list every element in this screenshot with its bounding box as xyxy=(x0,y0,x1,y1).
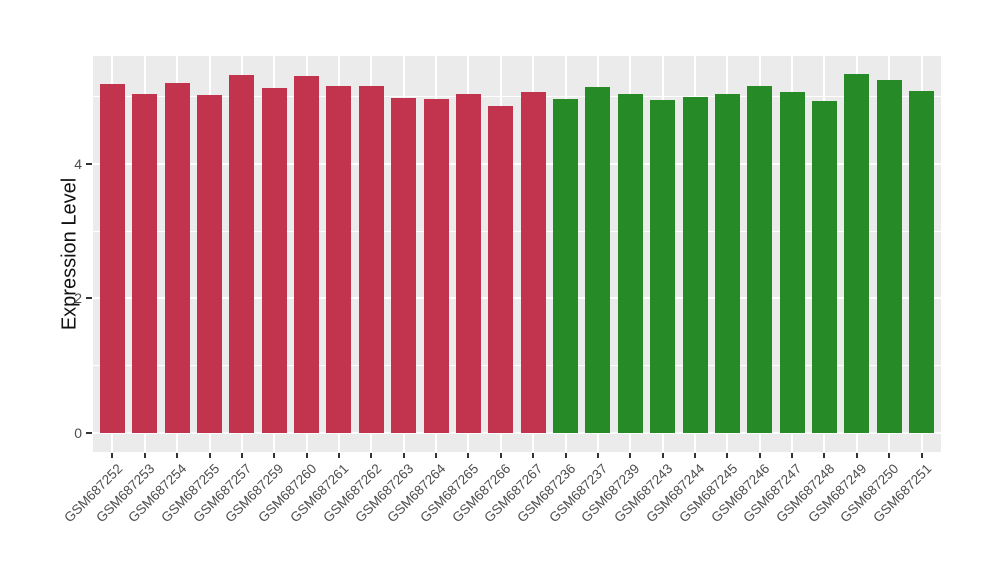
bar-GSM687236 xyxy=(553,98,579,433)
bar-GSM687267 xyxy=(520,91,546,433)
bar-GSM687250 xyxy=(876,80,902,433)
x-axis-tick xyxy=(499,453,502,458)
bar-GSM687252 xyxy=(99,84,125,433)
bar-GSM687262 xyxy=(358,86,384,433)
bar-GSM687244 xyxy=(682,96,708,433)
x-axis-tick xyxy=(111,453,114,458)
y-axis-title: Expression Level xyxy=(58,177,81,331)
x-axis-tick xyxy=(920,453,923,458)
x-axis-tick xyxy=(370,453,373,458)
x-axis-tick xyxy=(402,453,405,458)
gridline-minor xyxy=(93,230,941,232)
x-axis-tick xyxy=(855,453,858,458)
bar-GSM687255 xyxy=(197,95,223,433)
bar-GSM687263 xyxy=(391,97,417,433)
bar-GSM687266 xyxy=(488,105,514,433)
y-tick-label: 4 xyxy=(74,155,82,172)
gridline-minor xyxy=(93,365,941,367)
x-axis-tick xyxy=(823,453,826,458)
bar-GSM687260 xyxy=(294,75,320,433)
bar-GSM687243 xyxy=(650,99,676,433)
gridline-major xyxy=(93,297,941,300)
x-axis-tick xyxy=(661,453,664,458)
plot-panel xyxy=(93,56,941,452)
bar-GSM687245 xyxy=(714,94,740,433)
bar-GSM687259 xyxy=(261,87,287,433)
x-axis-tick xyxy=(337,453,340,458)
y-axis-tick xyxy=(86,297,92,300)
bar-GSM687246 xyxy=(747,85,773,433)
x-axis-tick xyxy=(888,453,891,458)
x-axis-tick xyxy=(564,453,567,458)
x-axis-tick xyxy=(208,453,211,458)
bar-GSM687247 xyxy=(779,91,805,433)
bar-GSM687253 xyxy=(132,93,158,433)
x-axis-tick xyxy=(240,453,243,458)
y-tick-label: 2 xyxy=(74,290,82,307)
y-axis-tick xyxy=(86,162,92,165)
x-axis-tick xyxy=(467,453,470,458)
gridline-major xyxy=(93,432,941,434)
x-axis-tick xyxy=(143,453,146,458)
bar-GSM687251 xyxy=(909,91,935,433)
x-axis-tick xyxy=(629,453,632,458)
x-axis-tick xyxy=(176,453,179,458)
x-axis-tick xyxy=(596,453,599,458)
gridline-major xyxy=(93,162,941,165)
x-axis-tick xyxy=(305,453,308,458)
y-tick-label: 0 xyxy=(74,425,82,441)
bar-GSM687257 xyxy=(229,74,255,433)
gridline-minor xyxy=(93,96,941,97)
x-axis-tick xyxy=(435,453,438,458)
bar-GSM687254 xyxy=(164,83,190,433)
x-axis-tick xyxy=(694,453,696,458)
bar-GSM687261 xyxy=(326,85,352,433)
x-axis-tick xyxy=(532,453,535,458)
bar-GSM687264 xyxy=(423,98,449,433)
x-axis-tick xyxy=(273,453,276,458)
bar-GSM687239 xyxy=(617,93,643,433)
y-axis-tick xyxy=(86,432,92,434)
x-axis-tick xyxy=(758,453,761,458)
bar-GSM687237 xyxy=(585,87,611,433)
x-axis-tick xyxy=(726,453,729,458)
bar-GSM687249 xyxy=(844,74,870,433)
x-axis-tick xyxy=(791,453,794,458)
bar-GSM687248 xyxy=(811,100,837,433)
bar-GSM687265 xyxy=(455,94,481,433)
